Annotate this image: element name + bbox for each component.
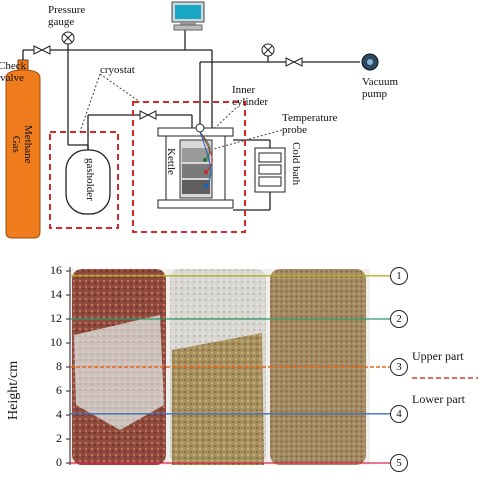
layer-number-marker: 4 <box>390 404 408 423</box>
y-tick-label: 16 <box>50 263 62 277</box>
vacuum-valve <box>285 57 303 67</box>
cryostat-label: cryostat <box>100 64 135 76</box>
sample-height-figure <box>66 267 478 465</box>
y-tick-label: 6 <box>56 383 62 397</box>
pressure-gauge-icon <box>61 31 75 45</box>
vacuum-pump-label: Vacuum pump <box>362 76 399 100</box>
cold-bath-label: Cold bath <box>290 142 302 186</box>
layer-lines <box>70 275 390 464</box>
inner-cylinder-label: Inner cylinder <box>232 84 269 108</box>
methane-gas-label: Methane Gas <box>10 125 34 164</box>
y-axis-ticks <box>66 270 70 464</box>
layer-number-marker: 1 <box>390 266 408 285</box>
kettle-vessel <box>157 123 234 209</box>
y-axis-title: Height/cm <box>6 360 21 420</box>
layer-number-marker: 5 <box>390 454 408 472</box>
computer-icon <box>171 1 205 31</box>
cryostat-box-left <box>49 131 119 229</box>
upper-part-label: Upper part <box>412 349 464 363</box>
check-valve-label: Check valve <box>0 60 27 84</box>
apparatus-diagram <box>5 1 379 239</box>
y-tick-label: 8 <box>56 359 62 373</box>
check-valve <box>33 45 51 55</box>
methane-gas-cylinder <box>5 59 41 239</box>
gasholder-label: gasholder <box>84 158 96 201</box>
temperature-probe-icon <box>199 131 213 188</box>
y-tick-label: 10 <box>50 335 62 349</box>
layer-number-marker: 2 <box>390 310 408 328</box>
kettle-label: Kettle <box>165 148 177 175</box>
layer-number-marker: 3 <box>390 358 408 376</box>
y-tick-label: 14 <box>50 287 62 301</box>
y-tick-label: 12 <box>50 311 62 325</box>
gasholder-vessel <box>65 149 111 215</box>
y-tick-label: 2 <box>56 431 62 445</box>
lower-part-label: Lower part <box>412 392 465 406</box>
y-tick-label: 0 <box>56 455 62 469</box>
pressure-gauge-label: Pressure gauge <box>48 4 86 28</box>
vacuum-pump-icon <box>361 53 379 71</box>
pressure-gauge-icon <box>261 43 275 57</box>
temperature-probe-label: Temperature probe <box>282 112 338 136</box>
cryostat-box-right <box>132 101 246 233</box>
inlet-valve <box>139 110 157 120</box>
y-tick-label: 4 <box>56 407 62 421</box>
cold-bath-unit <box>254 147 286 193</box>
